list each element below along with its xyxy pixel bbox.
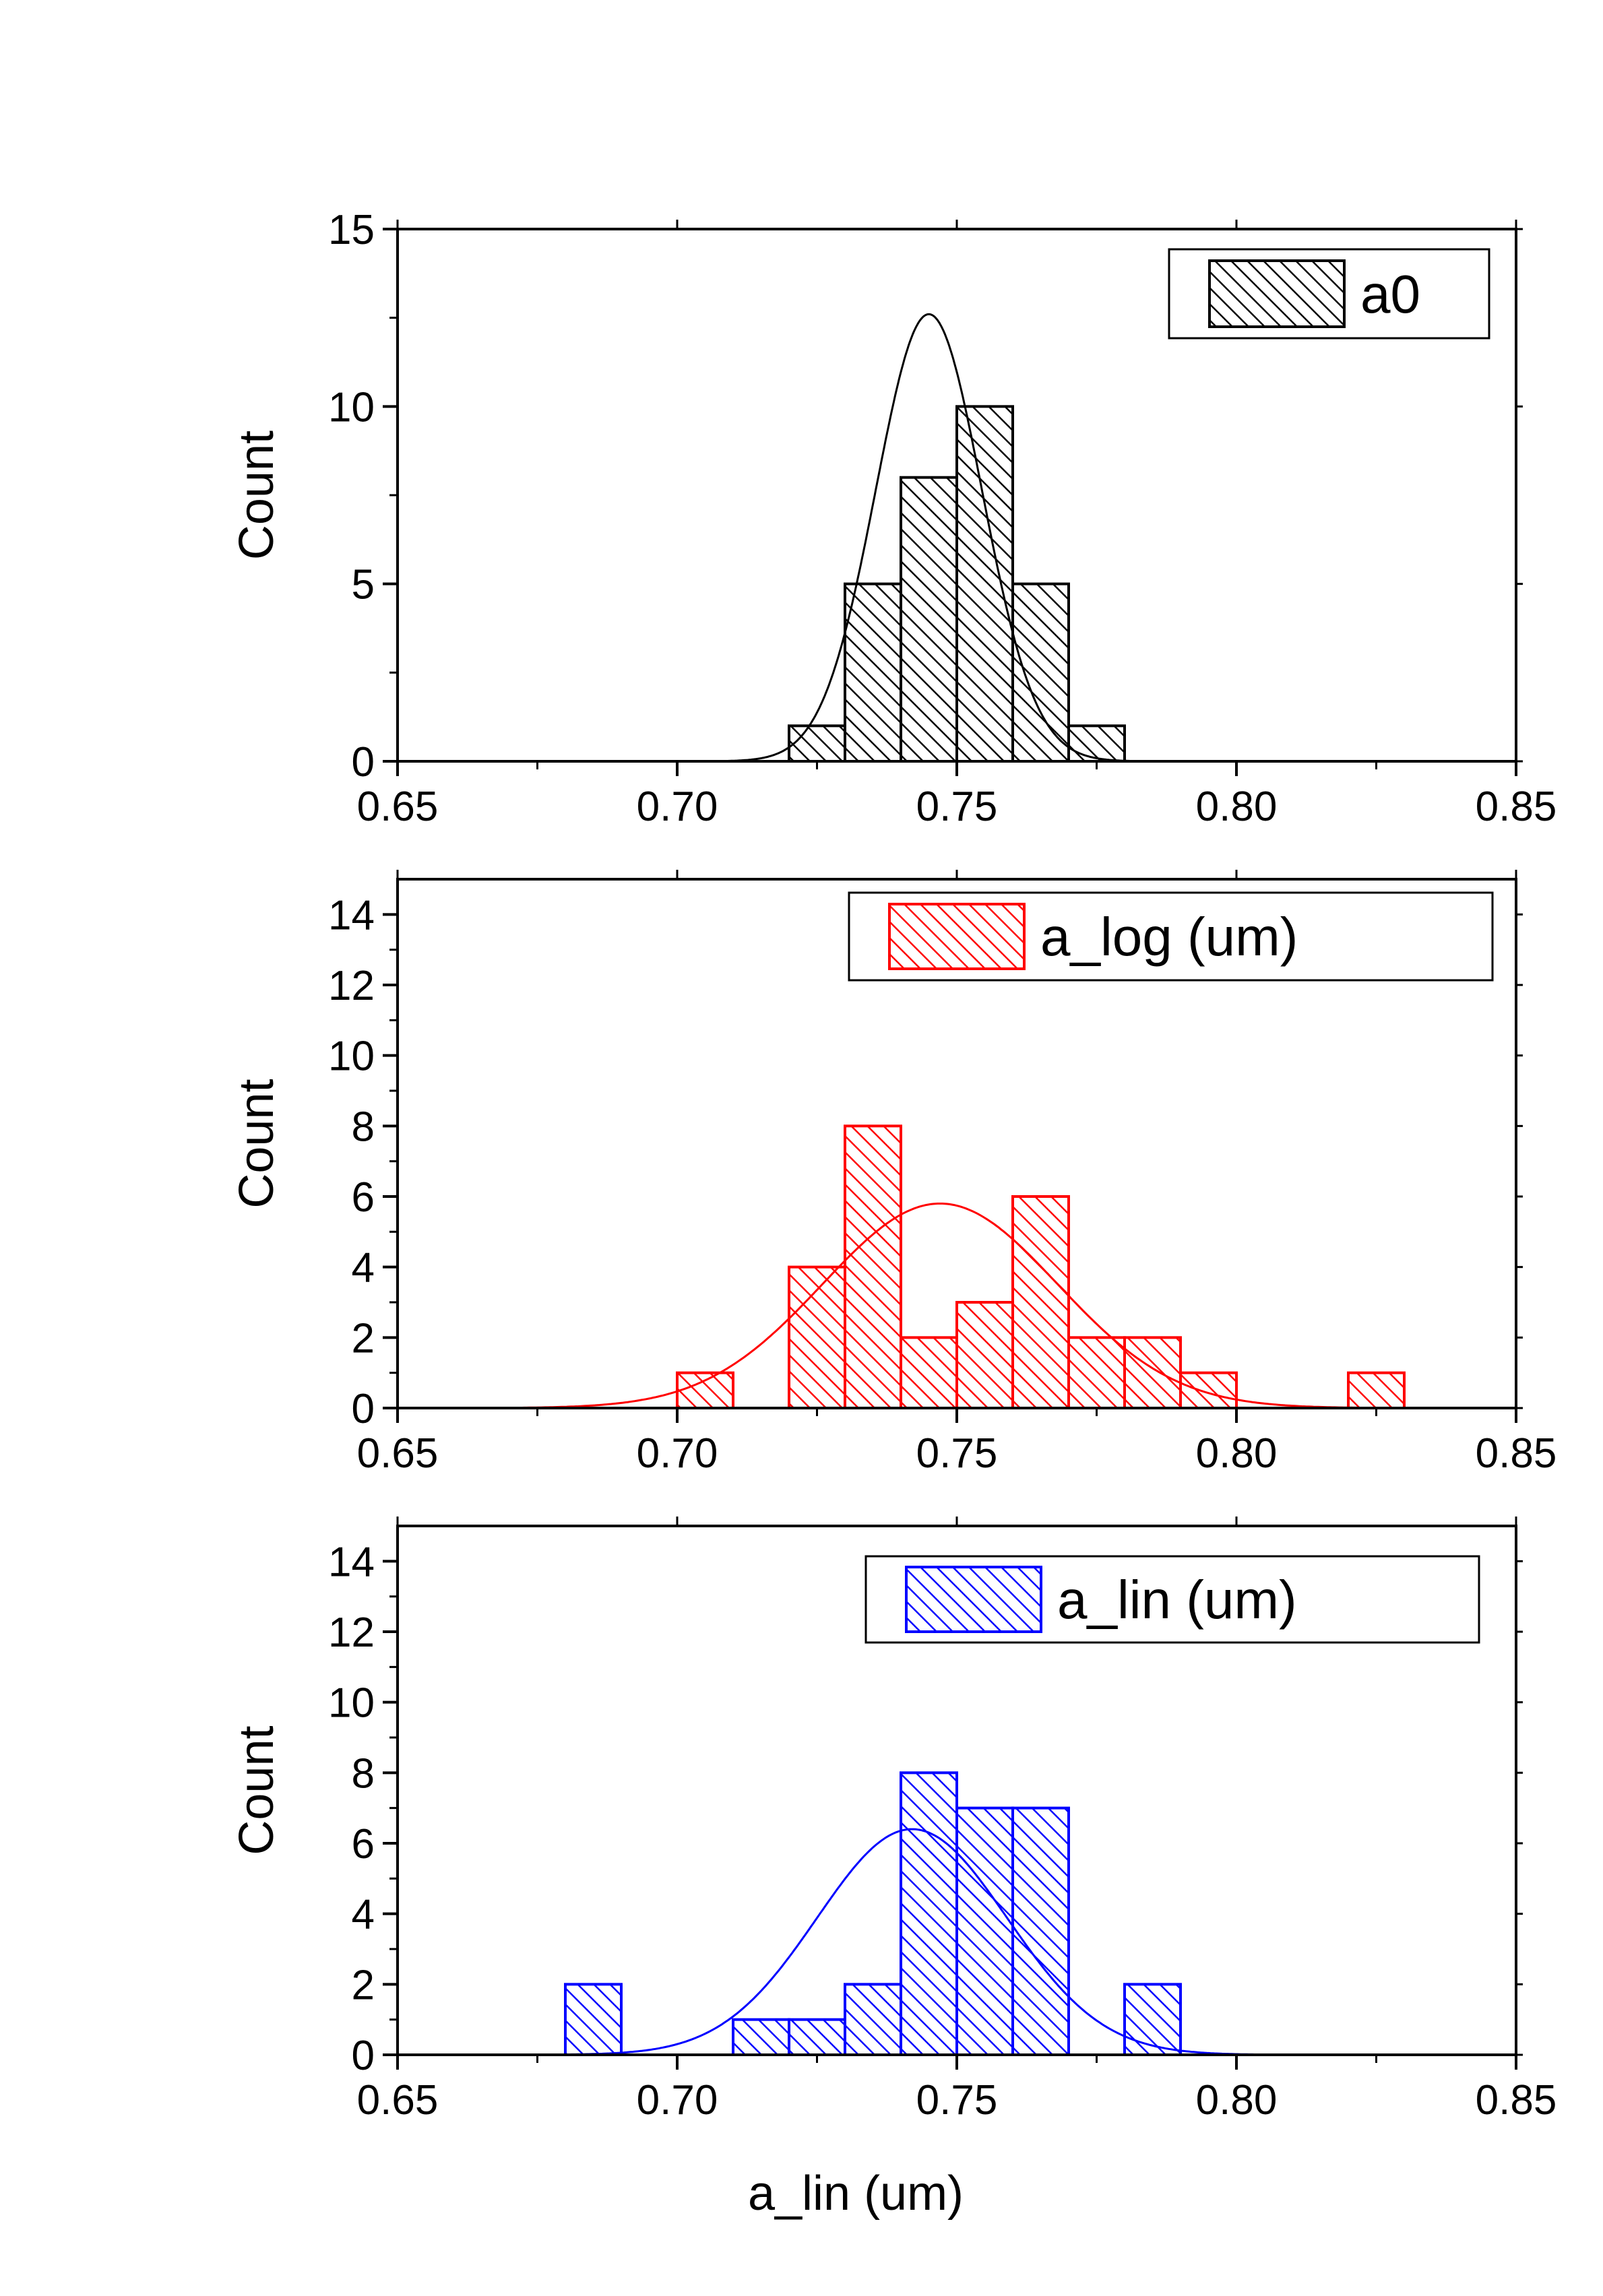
y-tick-label: 14 bbox=[328, 892, 375, 938]
y-tick-label: 0 bbox=[352, 2033, 375, 2079]
histogram-bar bbox=[844, 1983, 902, 2056]
y-tick-label: 6 bbox=[352, 1821, 375, 1868]
bars bbox=[676, 1124, 1406, 1410]
histogram-bar bbox=[1011, 1806, 1070, 2057]
histogram-bar bbox=[1011, 582, 1070, 763]
y-tick-label: 14 bbox=[328, 1539, 375, 1585]
x-tick-label: 0.80 bbox=[1196, 2077, 1278, 2124]
histogram-bar bbox=[1347, 1371, 1406, 1409]
histogram-bar bbox=[955, 1301, 1014, 1409]
x-tick-label: 0.70 bbox=[637, 1430, 718, 1477]
legend-swatch bbox=[1208, 259, 1346, 328]
histogram-bar bbox=[732, 2018, 790, 2057]
axes: 0.65 0.70 0.75 0.80 0.85 0 5 10 15 bbox=[328, 207, 1557, 830]
histogram-bar bbox=[955, 405, 1014, 763]
x-tick-label: 0.85 bbox=[1476, 1430, 1557, 1477]
y-tick-label: 0 bbox=[352, 1386, 375, 1432]
x-tick-label: 0.80 bbox=[1196, 784, 1278, 830]
fit-curve-group bbox=[532, 1828, 1292, 2056]
axes: 0.65 0.70 0.75 0.80 0.85 0 2 4 6 8 10 12 14 bbox=[328, 1517, 1557, 2124]
x-tick-label: 0.80 bbox=[1196, 1430, 1278, 1477]
y-tick-label: 2 bbox=[352, 1962, 375, 2008]
histogram-bar bbox=[1067, 1336, 1126, 1410]
axes: 0.65 0.70 0.75 0.80 0.85 0 2 4 6 8 10 12 14 bbox=[328, 870, 1557, 1477]
y-axis-title: Count bbox=[230, 1725, 284, 1855]
legend: a_lin (um) bbox=[865, 1555, 1480, 1644]
histogram-bar bbox=[900, 476, 958, 763]
histogram-bar bbox=[844, 582, 902, 763]
y-tick-label: 10 bbox=[328, 1680, 375, 1727]
y-tick-label: 4 bbox=[352, 1245, 375, 1292]
histogram-bar bbox=[1123, 1983, 1182, 2056]
panel-a-lin: 0.65 0.70 0.75 0.80 0.85 0 2 4 6 8 10 12 14 Count a_… bbox=[230, 1517, 1557, 2221]
y-tick-label: 5 bbox=[352, 562, 375, 608]
y-tick-label: 0 bbox=[352, 739, 375, 786]
x-tick-label: 0.85 bbox=[1476, 2077, 1557, 2124]
histogram-bar bbox=[788, 724, 846, 763]
legend-swatch bbox=[905, 1566, 1042, 1633]
fit-curve bbox=[470, 1203, 1410, 1409]
y-tick-label: 4 bbox=[352, 1892, 375, 1938]
y-tick-label: 10 bbox=[328, 384, 375, 430]
y-tick-label: 8 bbox=[352, 1750, 375, 1797]
histogram-bar bbox=[788, 1265, 846, 1409]
histogram-bar bbox=[1011, 1195, 1070, 1409]
histogram-bar bbox=[564, 1983, 623, 2056]
histogram-bar bbox=[1179, 1371, 1238, 1409]
histogram-bar bbox=[1067, 724, 1126, 763]
fit-curve-group bbox=[716, 313, 1141, 763]
x-tick-label: 0.65 bbox=[357, 784, 439, 830]
y-tick-label: 2 bbox=[352, 1315, 375, 1362]
x-tick-label: 0.65 bbox=[357, 1430, 439, 1477]
x-tick-label: 0.85 bbox=[1476, 784, 1557, 830]
y-tick-label: 8 bbox=[352, 1104, 375, 1150]
panel-a-log: 0.65 0.70 0.75 0.80 0.85 0 2 4 6 8 10 12 14 Count a_… bbox=[230, 870, 1557, 1477]
bars bbox=[564, 1771, 1182, 2057]
legend: a_log (um) bbox=[848, 891, 1494, 982]
legend-label: a0 bbox=[1360, 264, 1420, 324]
legend-swatch bbox=[888, 903, 1026, 970]
x-tick-label: 0.65 bbox=[357, 2077, 439, 2124]
histogram-bar bbox=[955, 1806, 1014, 2057]
legend: a0 bbox=[1168, 248, 1490, 340]
fit-curve-group bbox=[470, 1203, 1410, 1409]
histogram-bar bbox=[900, 1336, 958, 1410]
bars bbox=[788, 405, 1126, 763]
legend-label: a_log (um) bbox=[1040, 907, 1298, 967]
x-tick-label: 0.70 bbox=[637, 784, 718, 830]
y-tick-label: 15 bbox=[328, 207, 375, 253]
y-tick-label: 10 bbox=[328, 1033, 375, 1080]
histogram-bar bbox=[900, 1771, 958, 2056]
histogram-bar bbox=[676, 1371, 734, 1409]
y-tick-label: 12 bbox=[328, 1609, 375, 1656]
x-tick-label: 0.75 bbox=[916, 1430, 998, 1477]
panel-a0: 0.65 0.70 0.75 0.80 0.85 0 5 10 15 Count a0 bbox=[230, 207, 1557, 830]
y-tick-label: 6 bbox=[352, 1174, 375, 1221]
y-tick-label: 12 bbox=[328, 963, 375, 1009]
legend-label: a_lin (um) bbox=[1057, 1570, 1297, 1630]
y-axis-title: Count bbox=[230, 430, 284, 560]
x-tick-label: 0.75 bbox=[916, 2077, 998, 2124]
histogram-bar bbox=[844, 1124, 902, 1410]
x-tick-label: 0.70 bbox=[637, 2077, 718, 2124]
fit-curve bbox=[716, 313, 1141, 763]
fit-curve bbox=[532, 1828, 1292, 2056]
x-axis-title: a_lin (um) bbox=[748, 2167, 964, 2221]
x-tick-label: 0.75 bbox=[916, 784, 998, 830]
histogram-bar bbox=[1123, 1336, 1182, 1410]
y-axis-title: Count bbox=[230, 1079, 284, 1208]
histogram-bar bbox=[788, 2018, 846, 2057]
